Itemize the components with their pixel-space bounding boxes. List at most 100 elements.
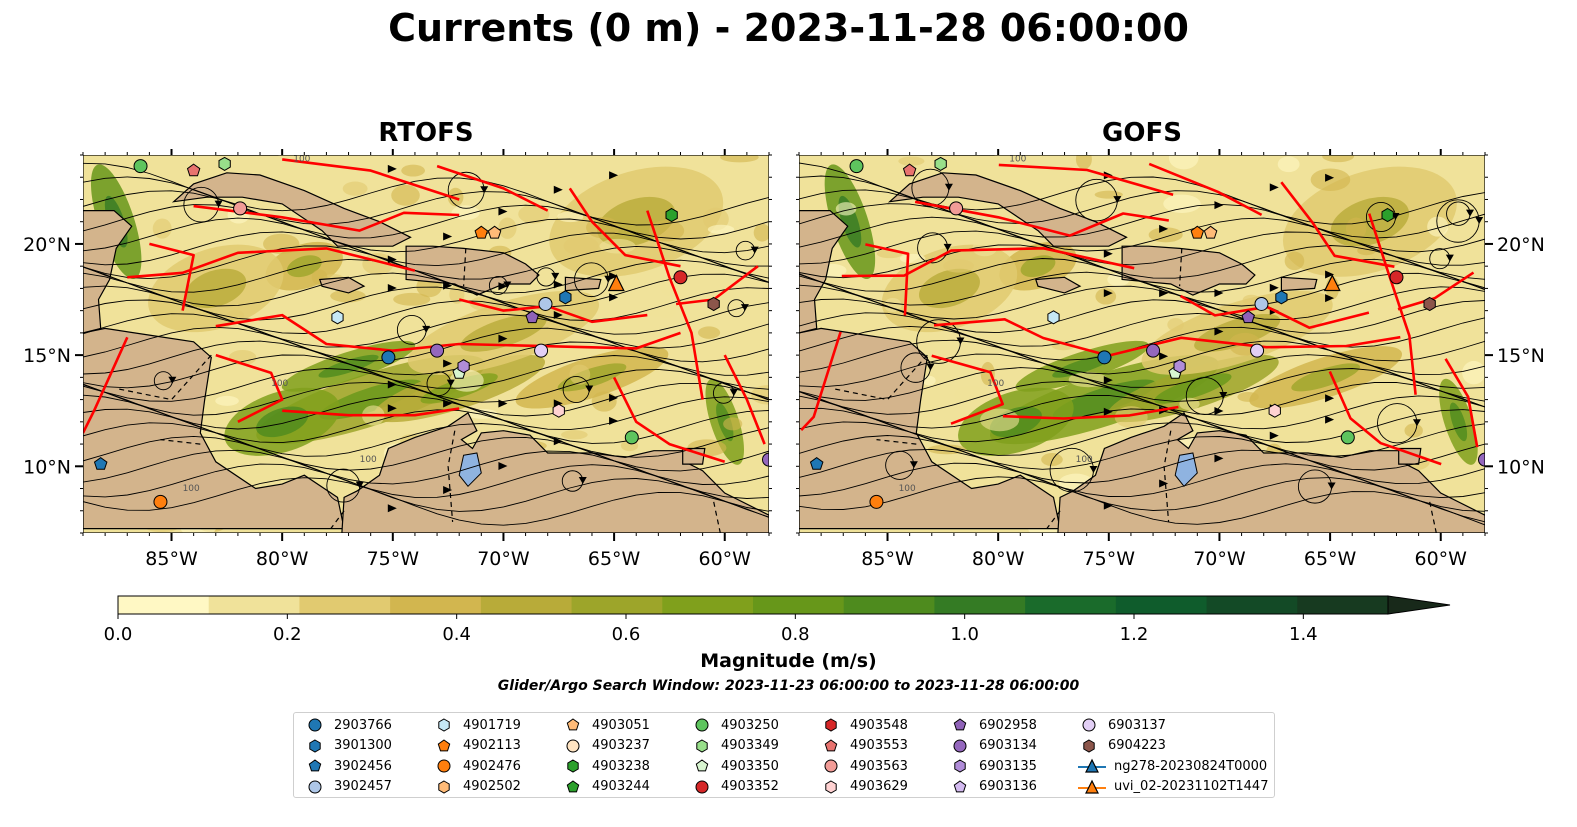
lon-tick-label: 70°W <box>477 548 530 570</box>
legend-marker[interactable] <box>438 718 450 732</box>
legend-marker[interactable] <box>437 738 451 751</box>
legend-marker[interactable] <box>437 759 451 773</box>
float-marker[interactable] <box>624 430 639 445</box>
legend-label: 4902476 <box>463 758 521 774</box>
float-marker[interactable] <box>1241 310 1255 324</box>
circle-icon <box>1082 718 1096 732</box>
float-marker[interactable] <box>538 296 553 311</box>
legend-marker[interactable] <box>566 718 580 731</box>
lon-tick-label: 60°W <box>699 548 752 570</box>
float-marker[interactable] <box>849 159 864 174</box>
float-marker[interactable] <box>1323 274 1341 292</box>
float-marker[interactable] <box>525 310 539 324</box>
legend-marker[interactable] <box>1085 779 1099 794</box>
legend-marker[interactable] <box>695 759 709 772</box>
legend-marker[interactable] <box>824 759 838 773</box>
gofs-map[interactable]: 100 100 100 100 <box>799 144 1492 541</box>
float-marker[interactable] <box>552 403 565 418</box>
contour-label: 100 <box>293 155 310 165</box>
colorbar-segment <box>1025 596 1117 614</box>
float-marker[interactable] <box>457 359 470 374</box>
float-marker[interactable] <box>474 225 489 239</box>
lon-tick-label: 75°W <box>1083 548 1136 570</box>
legend-marker[interactable] <box>695 780 709 793</box>
float-marker[interactable] <box>1203 225 1218 239</box>
legend-marker[interactable] <box>825 718 837 732</box>
float-marker[interactable] <box>133 159 148 174</box>
float-marker[interactable] <box>487 225 502 239</box>
legend-marker[interactable] <box>309 738 321 753</box>
legend-item: 4902113 <box>433 736 521 756</box>
legend-marker[interactable] <box>1082 718 1096 732</box>
legend-label: 4903051 <box>592 717 650 733</box>
float-marker[interactable] <box>559 290 572 305</box>
legend-marker[interactable] <box>566 739 580 752</box>
float-marker[interactable] <box>1275 290 1288 305</box>
float-marker[interactable] <box>381 350 396 365</box>
legend-marker[interactable] <box>953 779 967 792</box>
float-marker[interactable] <box>1381 207 1394 223</box>
legend-marker[interactable] <box>566 779 580 792</box>
float-marker[interactable] <box>93 456 108 470</box>
circle-icon <box>566 739 580 752</box>
rtofs-map[interactable]: 100 100 100 100 <box>81 144 784 539</box>
legend-marker[interactable] <box>308 718 322 732</box>
float-marker[interactable] <box>902 163 917 177</box>
legend-marker[interactable] <box>696 738 708 753</box>
float-marker[interactable] <box>1268 403 1281 418</box>
legend-marker[interactable] <box>695 718 709 732</box>
float-marker[interactable] <box>1097 350 1112 365</box>
legend-item: 3901300 <box>304 736 392 756</box>
legend-item: 4901719 <box>433 715 521 735</box>
legend-marker[interactable] <box>1085 758 1099 773</box>
float-marker[interactable] <box>430 343 445 358</box>
float-marker[interactable] <box>809 456 824 470</box>
float-marker[interactable] <box>1389 270 1404 285</box>
float-marker[interactable] <box>1047 310 1060 325</box>
float-marker[interactable] <box>1250 343 1265 358</box>
legend-marker[interactable] <box>308 759 322 772</box>
float-marker[interactable] <box>218 156 231 171</box>
figure-title: Currents (0 m) - 2023-11-28 06:00:00 <box>388 6 1189 50</box>
float-marker[interactable] <box>1478 452 1492 467</box>
legend-label: 6903135 <box>979 758 1037 774</box>
legend-label: 3902456 <box>334 758 392 774</box>
triangle-line-icon <box>1078 779 1106 794</box>
legend-item: 4903563 <box>820 756 908 776</box>
float-marker[interactable] <box>949 201 964 216</box>
legend-marker[interactable] <box>438 779 450 794</box>
float-marker[interactable] <box>1146 343 1161 358</box>
float-marker[interactable] <box>707 296 720 312</box>
float-marker[interactable] <box>607 274 625 292</box>
colorbar-segment <box>571 596 663 614</box>
float-marker[interactable] <box>1254 296 1269 311</box>
float-marker[interactable] <box>186 163 201 177</box>
float-marker[interactable] <box>673 270 688 285</box>
float-marker[interactable] <box>153 494 168 509</box>
legend-marker[interactable] <box>825 779 837 794</box>
legend-marker[interactable] <box>1083 738 1095 753</box>
float-marker[interactable] <box>665 207 678 223</box>
float-marker[interactable] <box>1173 359 1186 374</box>
float-marker[interactable] <box>869 494 884 509</box>
legend-marker[interactable] <box>308 780 322 793</box>
colorbar-segment <box>662 596 754 614</box>
float-marker[interactable] <box>762 452 776 467</box>
legend-marker[interactable] <box>954 759 966 773</box>
float-marker[interactable] <box>1340 430 1355 445</box>
legend-item: 4903238 <box>562 756 650 776</box>
float-marker[interactable] <box>934 156 947 171</box>
circle-icon <box>308 780 322 793</box>
colorbar-segment <box>480 596 573 614</box>
legend-marker[interactable] <box>953 718 967 731</box>
lat-tick-label: 20°N <box>23 234 71 256</box>
float-marker[interactable] <box>534 343 549 358</box>
legend-marker[interactable] <box>953 739 967 752</box>
float-marker[interactable] <box>1423 296 1436 312</box>
legend-marker[interactable] <box>567 759 579 773</box>
float-marker[interactable] <box>1190 225 1205 239</box>
float-marker[interactable] <box>331 310 344 325</box>
legend-marker[interactable] <box>824 738 838 751</box>
colorbar-segment <box>1297 596 1389 614</box>
float-marker[interactable] <box>233 201 248 216</box>
